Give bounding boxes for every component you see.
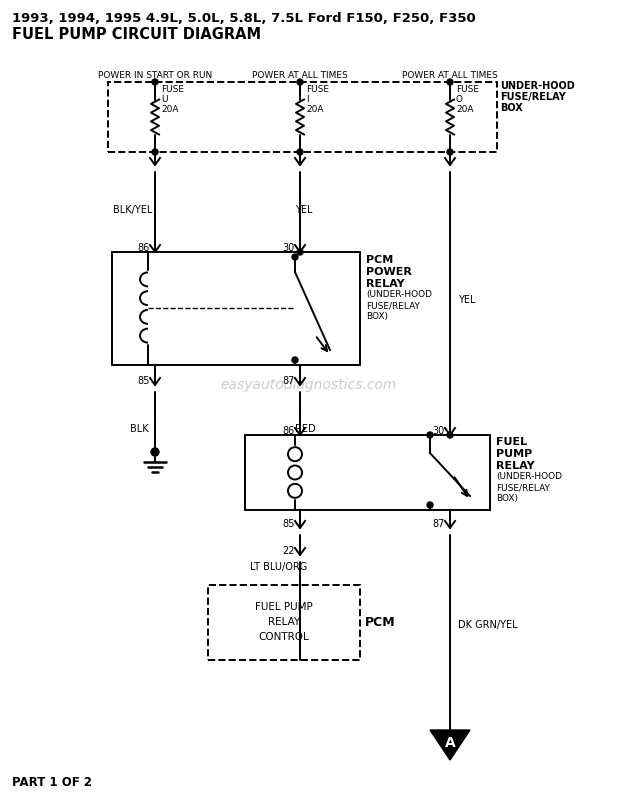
- Circle shape: [427, 502, 433, 508]
- Text: FUSE: FUSE: [456, 86, 479, 94]
- Text: RELAY: RELAY: [496, 461, 535, 471]
- Text: RED: RED: [295, 424, 316, 434]
- Text: 87: 87: [433, 519, 445, 529]
- Bar: [208, 585, 360, 660]
- Text: 30: 30: [433, 426, 445, 436]
- Text: PCM: PCM: [366, 255, 393, 265]
- Text: CONTROL: CONTROL: [258, 632, 310, 642]
- Circle shape: [447, 79, 453, 85]
- Text: BLK: BLK: [130, 424, 148, 434]
- Text: 22: 22: [282, 546, 295, 556]
- Text: FUSE/RELAY: FUSE/RELAY: [496, 483, 550, 493]
- Text: YEL: YEL: [295, 205, 313, 215]
- Text: FUSE: FUSE: [161, 86, 184, 94]
- Polygon shape: [430, 730, 470, 760]
- Text: POWER AT ALL TIMES: POWER AT ALL TIMES: [252, 71, 348, 81]
- Circle shape: [447, 432, 453, 438]
- Circle shape: [297, 149, 303, 155]
- Circle shape: [152, 79, 158, 85]
- Circle shape: [427, 432, 433, 438]
- Text: 85: 85: [282, 519, 295, 529]
- Text: FUEL PUMP CIRCUIT DIAGRAM: FUEL PUMP CIRCUIT DIAGRAM: [12, 27, 261, 42]
- Text: BLK/YEL: BLK/YEL: [113, 205, 153, 215]
- Circle shape: [152, 149, 158, 155]
- Text: 86: 86: [283, 426, 295, 436]
- Circle shape: [292, 357, 298, 363]
- Text: 85: 85: [138, 376, 150, 386]
- Text: 20A: 20A: [456, 106, 473, 114]
- Bar: [245, 435, 490, 510]
- Text: A: A: [444, 736, 455, 750]
- Text: YEL: YEL: [458, 295, 475, 305]
- Text: 1993, 1994, 1995 4.9L, 5.0L, 5.8L, 7.5L Ford F150, F250, F350: 1993, 1994, 1995 4.9L, 5.0L, 5.8L, 7.5L …: [12, 12, 476, 25]
- Circle shape: [292, 254, 298, 260]
- Text: FUSE/RELAY: FUSE/RELAY: [500, 92, 565, 102]
- Text: PUMP: PUMP: [496, 449, 532, 459]
- Text: (UNDER-HOOD: (UNDER-HOOD: [366, 290, 432, 299]
- Text: POWER IN START OR RUN: POWER IN START OR RUN: [98, 71, 212, 81]
- Text: DK GRN/YEL: DK GRN/YEL: [458, 620, 518, 630]
- Text: BOX): BOX): [496, 494, 518, 503]
- Text: FUEL: FUEL: [496, 437, 527, 447]
- Text: easyautodiagnostics.com: easyautodiagnostics.com: [221, 378, 397, 392]
- Text: RELAY: RELAY: [268, 617, 300, 627]
- Text: PCM: PCM: [365, 615, 396, 629]
- Text: 86: 86: [138, 243, 150, 253]
- Text: 20A: 20A: [306, 106, 323, 114]
- Text: (UNDER-HOOD: (UNDER-HOOD: [496, 473, 562, 482]
- Bar: [112, 252, 360, 365]
- Text: LT BLU/ORG: LT BLU/ORG: [250, 562, 307, 572]
- Text: U: U: [161, 95, 167, 105]
- Text: FUSE/RELAY: FUSE/RELAY: [366, 302, 420, 310]
- Text: POWER AT ALL TIMES: POWER AT ALL TIMES: [402, 71, 498, 81]
- Circle shape: [297, 249, 303, 255]
- Circle shape: [151, 448, 159, 456]
- Circle shape: [447, 149, 453, 155]
- Text: FUEL PUMP: FUEL PUMP: [255, 602, 313, 612]
- Bar: [108, 82, 497, 152]
- Text: 30: 30: [283, 243, 295, 253]
- Text: BOX: BOX: [500, 103, 523, 113]
- Text: O: O: [456, 95, 463, 105]
- Text: I: I: [306, 95, 308, 105]
- Text: 87: 87: [282, 376, 295, 386]
- Text: RELAY: RELAY: [366, 279, 405, 289]
- Text: BOX): BOX): [366, 313, 388, 322]
- Circle shape: [297, 79, 303, 85]
- Text: UNDER-HOOD: UNDER-HOOD: [500, 81, 575, 91]
- Text: POWER: POWER: [366, 267, 412, 277]
- Text: 20A: 20A: [161, 106, 179, 114]
- Text: PART 1 OF 2: PART 1 OF 2: [12, 775, 92, 789]
- Text: FUSE: FUSE: [306, 86, 329, 94]
